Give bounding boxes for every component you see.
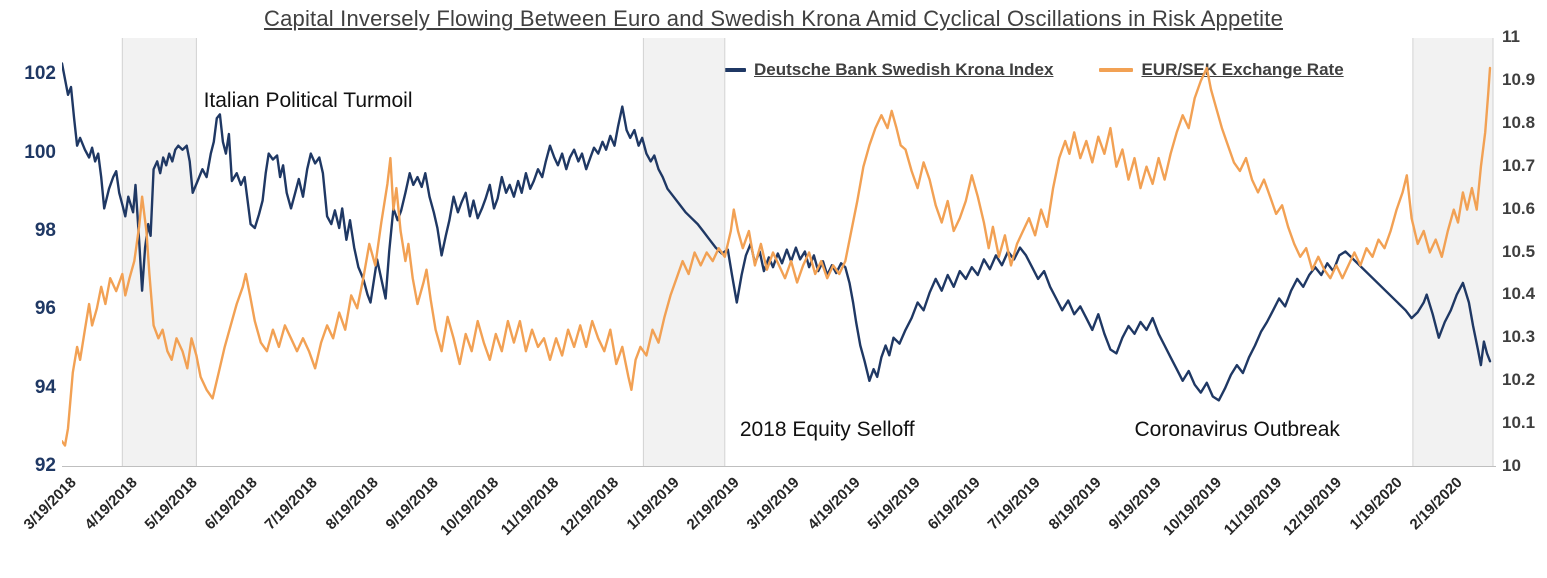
annotation-label: Coronavirus Outbreak [1134, 417, 1340, 441]
x-axis-tick-label: 12/19/2019 [1280, 474, 1346, 540]
y-axis-right-tick-label: 10.3 [1502, 327, 1536, 347]
highlight-band [1412, 38, 1493, 467]
series-line [62, 62, 1492, 402]
legend-line-sample-icon [712, 68, 746, 72]
y-axis-right-tick-label: 10.2 [1502, 370, 1536, 390]
x-axis-tick-label: 5/19/2019 [864, 474, 924, 534]
x-axis-tick-label: 7/19/2018 [261, 474, 322, 534]
highlight-band [122, 38, 197, 467]
y-axis-right-tick-label: 10.7 [1502, 155, 1536, 175]
x-axis-tick-label: 8/19/2019 [1045, 474, 1105, 534]
x-axis-tick-label: 4/19/2018 [81, 474, 141, 534]
series-line [62, 66, 1492, 447]
y-axis-right-tick-label: 10.6 [1502, 198, 1536, 218]
chart-legend: Deutsche Bank Swedish Krona Index EUR/SEK… [712, 60, 1344, 80]
x-axis-tick-label: 11/19/2019 [1220, 474, 1286, 539]
x-axis-tick-label: 2/19/2019 [683, 474, 743, 534]
highlight-band [643, 38, 725, 467]
y-axis-right-tick-label: 10.4 [1502, 284, 1536, 304]
y-axis-left-tick-label: 100 [24, 141, 56, 163]
y-axis-right-tick-label: 11 [1502, 27, 1520, 46]
y-axis-right-tick-label: 10.1 [1502, 413, 1536, 433]
y-axis-left-tick-label: 92 [34, 455, 56, 476]
x-axis-tick-label: 11/19/2018 [497, 474, 563, 539]
x-axis-tick-label: 10/19/2018 [436, 474, 502, 540]
x-axis-tick-label: 1/19/2019 [623, 474, 683, 534]
y-axis-left-tick-label: 98 [34, 219, 56, 241]
x-axis-tick-label: 9/19/2019 [1105, 474, 1165, 534]
x-axis-tick-label: 3/19/2018 [20, 474, 81, 534]
y-axis-left-tick-label: 96 [34, 298, 56, 320]
x-axis-tick-label: 1/19/2020 [1346, 474, 1406, 534]
legend-label: Deutsche Bank Swedish Krona Index [754, 60, 1054, 79]
annotation-label: 2018 Equity Selloff [739, 417, 915, 441]
legend-item: EUR/SEK Exchange Rate [1099, 60, 1344, 80]
x-axis-tick-label: 12/19/2018 [557, 474, 623, 540]
x-axis-tick-label: 6/19/2019 [924, 474, 984, 534]
x-axis-tick-label: 8/19/2018 [322, 474, 382, 534]
y-axis-right-tick-label: 10.5 [1502, 241, 1536, 261]
legend-line-sample-icon [1099, 68, 1134, 72]
y-axis-right-tick-label: 10.9 [1502, 69, 1536, 89]
x-axis-tick-label: 7/19/2019 [984, 474, 1045, 534]
x-axis-tick-label: 2/19/2020 [1406, 474, 1466, 534]
x-axis-tick-label: 3/19/2019 [743, 474, 804, 534]
x-axis-tick-label: 6/19/2018 [201, 474, 261, 534]
x-axis-tick-label: 5/19/2018 [141, 474, 201, 534]
y-axis-right-tick-label: 10.8 [1502, 112, 1536, 132]
x-axis-tick-label: 10/19/2019 [1159, 474, 1225, 540]
legend-label: EUR/SEK Exchange Rate [1141, 60, 1344, 79]
y-axis-left-tick-label: 94 [34, 376, 56, 398]
legend-item: Deutsche Bank Swedish Krona Index [712, 60, 1053, 80]
x-axis-tick-label: 9/19/2018 [382, 474, 442, 534]
y-axis-right-tick-label: 10 [1502, 456, 1521, 475]
y-axis-left-tick-label: 102 [24, 63, 56, 85]
chart-title: Capital Inversely Flowing Between Euro a… [263, 6, 1284, 31]
annotation-label: Italian Political Turmoil [203, 88, 413, 112]
x-axis-tick-label: 4/19/2019 [804, 474, 864, 534]
plot-area [62, 38, 1496, 467]
line-chart-svg [62, 38, 1496, 467]
